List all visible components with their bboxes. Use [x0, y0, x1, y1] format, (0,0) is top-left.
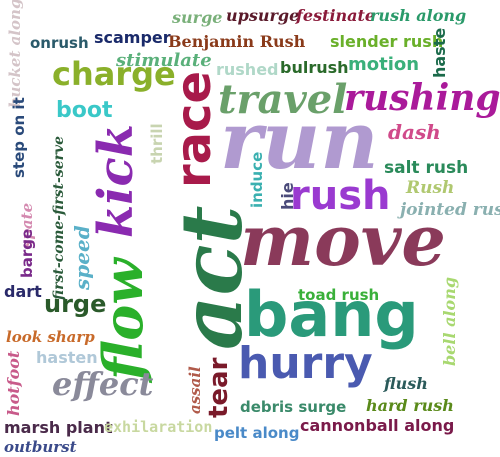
word-exhilaration: exhilaration [104, 418, 213, 436]
word-flow: flow [91, 258, 155, 380]
word-barge: barge [18, 228, 36, 278]
word-flush: flush [384, 374, 428, 393]
word-rushing: rushing [344, 77, 500, 119]
word-dash: dash [388, 120, 441, 144]
word-assail: assail [186, 366, 204, 414]
word-rush-cap: Rush [406, 178, 455, 198]
word-hard-rush: hard rush [366, 396, 454, 415]
word-stimulate: stimulate [116, 50, 212, 71]
word-boot: boot [56, 98, 113, 123]
word-scamper: scamper [94, 28, 171, 47]
word-hasten: hasten [36, 348, 98, 367]
word-slender-rush: slender rush [330, 32, 444, 51]
word-haste: haste [430, 27, 449, 78]
word-step-on-it: step on it [10, 97, 28, 178]
word-pelt-along: pelt along [214, 424, 300, 442]
word-festinate: festinate [296, 6, 376, 25]
word-speed: speed [70, 225, 94, 290]
word-benjamin-rush: Benjamin Rush [168, 32, 306, 51]
word-surge: surge [172, 8, 223, 27]
word-charge: charge [52, 55, 176, 93]
word-rush-along: rush along [370, 6, 467, 25]
word-rush: rush [290, 173, 391, 219]
word-look-sharp: look sharp [6, 328, 95, 346]
word-tear: tear [204, 357, 234, 418]
word-kick: kick [88, 124, 144, 238]
word-race: race [166, 70, 222, 188]
word-onrush: onrush [30, 34, 89, 52]
word-travel: travel [218, 76, 348, 123]
word-bucket-along: bucket along [6, 0, 24, 108]
word-first-come-first-serve: first-come-first-serve [51, 135, 67, 300]
word-move: move [240, 199, 446, 282]
word-hurry: hurry [238, 338, 373, 389]
word-salt-rush: salt rush [384, 158, 469, 178]
word-upsurge: upsurge [226, 6, 300, 25]
word-urge: urge [44, 290, 107, 318]
word-rushed: rushed [216, 60, 279, 79]
word-bell-along: bell along [440, 276, 459, 366]
word-toad-rush: toad rush [298, 286, 380, 304]
word-debris-surge: debris surge [240, 398, 347, 416]
word-outburst: outburst [4, 438, 77, 456]
word-marsh-plant: marsh plant [4, 418, 113, 437]
word-bang: bang [244, 278, 419, 351]
word-bulrush: bulrush [280, 58, 349, 77]
word-effect: effect [52, 365, 154, 403]
word-hotfoot: hotfoot [4, 350, 23, 416]
word-run: run [220, 93, 379, 187]
word-jointed-rush: jointed rush [400, 200, 500, 220]
word-dart: dart [4, 282, 42, 301]
word-motion: motion [348, 54, 420, 75]
word-thrill: thrill [148, 123, 166, 164]
word-cannonball-along: cannonball along [300, 416, 455, 435]
